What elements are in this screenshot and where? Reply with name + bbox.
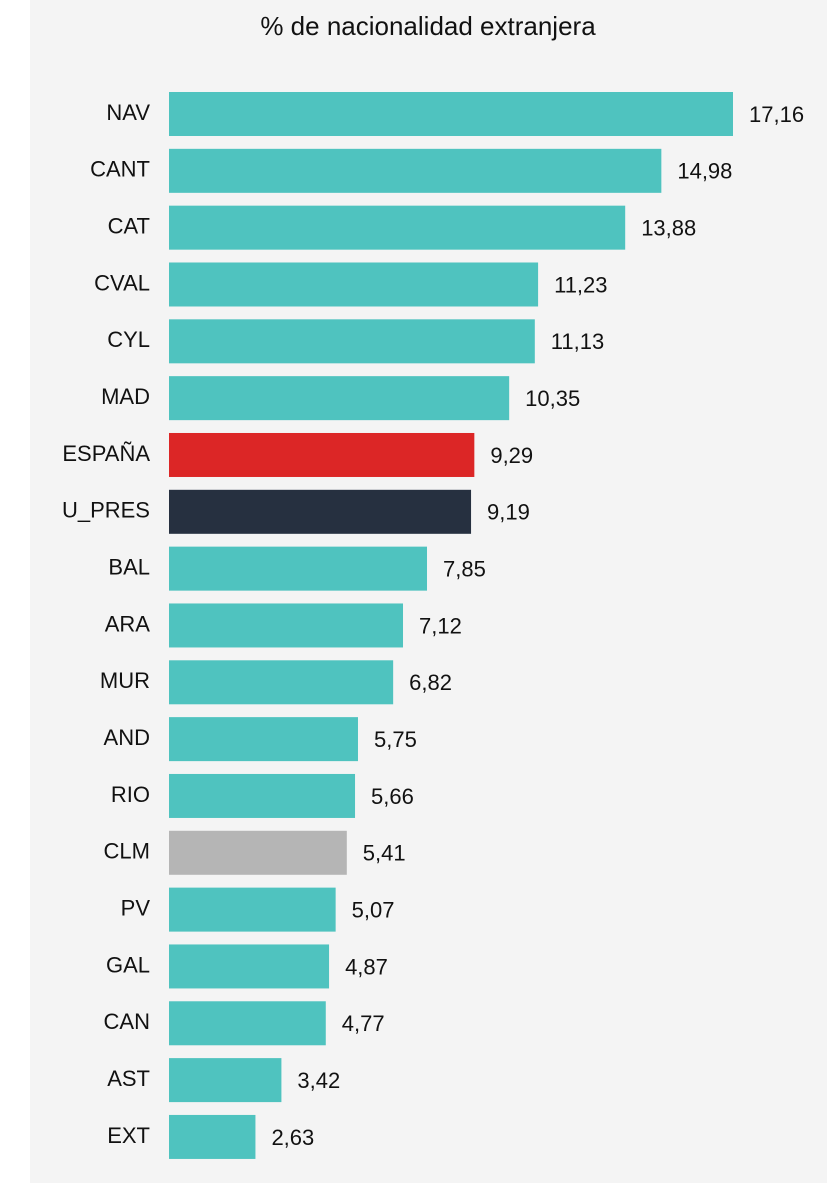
bar bbox=[169, 944, 330, 989]
bar bbox=[169, 1114, 256, 1159]
bar bbox=[169, 1058, 282, 1103]
value-label: 9,29 bbox=[490, 443, 533, 468]
value-label: 9,19 bbox=[487, 500, 530, 525]
bar bbox=[169, 1001, 326, 1046]
bar bbox=[169, 432, 475, 477]
value-label: 2,63 bbox=[271, 1125, 314, 1150]
bar bbox=[169, 717, 358, 762]
plot-background bbox=[30, 0, 827, 1183]
value-label: 13,88 bbox=[641, 215, 696, 240]
bar bbox=[169, 205, 626, 250]
value-label: 14,98 bbox=[677, 159, 732, 184]
y-tick-label: CVAL bbox=[94, 270, 150, 295]
value-label: 4,87 bbox=[345, 954, 388, 979]
bar bbox=[169, 262, 539, 307]
value-label: 11,13 bbox=[551, 329, 604, 354]
y-tick-label: CAN bbox=[104, 1009, 150, 1034]
y-tick-label: ESPAÑA bbox=[62, 441, 150, 466]
value-label: 11,23 bbox=[554, 272, 607, 297]
value-label: 4,77 bbox=[342, 1011, 385, 1036]
y-tick-label: CYL bbox=[107, 327, 150, 352]
y-tick-label: NAV bbox=[106, 100, 150, 125]
value-label: 7,12 bbox=[419, 613, 462, 638]
bar bbox=[169, 887, 336, 932]
bar bbox=[169, 660, 394, 705]
y-tick-label: MAD bbox=[101, 384, 150, 409]
y-tick-label: CANT bbox=[90, 157, 150, 182]
bar bbox=[169, 830, 347, 875]
y-tick-label: RIO bbox=[111, 782, 150, 807]
y-tick-label: U_PRES bbox=[62, 498, 150, 523]
y-tick-label: EXT bbox=[107, 1123, 150, 1148]
y-tick-label: AST bbox=[107, 1066, 150, 1091]
y-tick-label: GAL bbox=[106, 952, 150, 977]
value-label: 5,75 bbox=[374, 727, 417, 752]
value-label: 3,42 bbox=[297, 1068, 340, 1093]
bar bbox=[169, 92, 733, 136]
value-label: 17,16 bbox=[749, 102, 804, 127]
bar bbox=[169, 376, 510, 421]
value-label: 5,41 bbox=[363, 841, 406, 866]
bar bbox=[169, 489, 472, 534]
y-tick-label: BAL bbox=[108, 554, 150, 579]
value-label: 5,66 bbox=[371, 784, 414, 809]
y-tick-label: CAT bbox=[108, 213, 150, 238]
bar bbox=[169, 546, 428, 591]
bar bbox=[169, 603, 404, 648]
value-label: 10,35 bbox=[525, 386, 580, 411]
y-tick-label: PV bbox=[121, 895, 151, 920]
chart-title: % de nacionalidad extranjera bbox=[260, 11, 596, 41]
y-tick-label: ARA bbox=[105, 611, 151, 636]
y-tick-label: MUR bbox=[100, 668, 150, 693]
y-tick-label: CLM bbox=[104, 839, 150, 864]
bar bbox=[169, 773, 356, 818]
bar bbox=[169, 148, 662, 193]
value-label: 6,82 bbox=[409, 670, 452, 695]
value-label: 5,07 bbox=[352, 897, 395, 922]
y-tick-label: AND bbox=[104, 725, 150, 750]
value-label: 7,85 bbox=[443, 556, 486, 581]
bar bbox=[169, 319, 535, 364]
